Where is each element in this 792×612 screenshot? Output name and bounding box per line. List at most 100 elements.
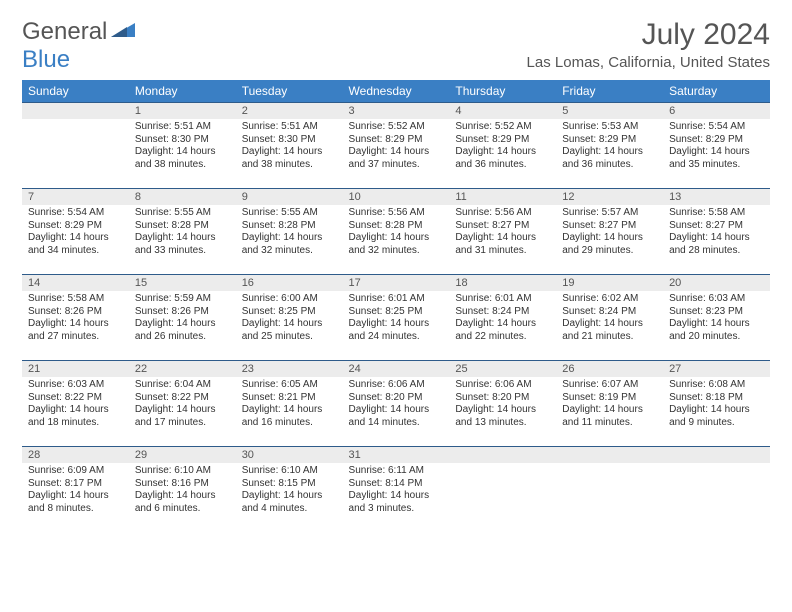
day-cell: 9Sunrise: 5:55 AMSunset: 8:28 PMDaylight…: [236, 189, 343, 275]
day-cell: 16Sunrise: 6:00 AMSunset: 8:25 PMDayligh…: [236, 275, 343, 361]
day-number: 19: [556, 275, 663, 291]
day-number: [556, 447, 663, 463]
day-text: Sunrise: 6:07 AMSunset: 8:19 PMDaylight:…: [556, 377, 663, 433]
day-cell: 10Sunrise: 5:56 AMSunset: 8:28 PMDayligh…: [343, 189, 450, 275]
title-block: July 2024 Las Lomas, California, United …: [527, 18, 770, 71]
day-text: Sunrise: 6:04 AMSunset: 8:22 PMDaylight:…: [129, 377, 236, 433]
day-number: 29: [129, 447, 236, 463]
day-text: Sunrise: 6:03 AMSunset: 8:22 PMDaylight:…: [22, 377, 129, 433]
day-text: Sunrise: 5:56 AMSunset: 8:28 PMDaylight:…: [343, 205, 450, 261]
day-number: 6: [663, 103, 770, 119]
dow-header: Tuesday: [236, 80, 343, 103]
day-cell: 4Sunrise: 5:52 AMSunset: 8:29 PMDaylight…: [449, 103, 556, 189]
day-cell: 2Sunrise: 5:51 AMSunset: 8:30 PMDaylight…: [236, 103, 343, 189]
day-number: [22, 103, 129, 119]
day-cell: 6Sunrise: 5:54 AMSunset: 8:29 PMDaylight…: [663, 103, 770, 189]
day-text: Sunrise: 5:55 AMSunset: 8:28 PMDaylight:…: [129, 205, 236, 261]
day-text: Sunrise: 5:54 AMSunset: 8:29 PMDaylight:…: [22, 205, 129, 261]
week-row: 7Sunrise: 5:54 AMSunset: 8:29 PMDaylight…: [22, 189, 770, 275]
day-text: Sunrise: 6:10 AMSunset: 8:16 PMDaylight:…: [129, 463, 236, 519]
day-text: Sunrise: 6:08 AMSunset: 8:18 PMDaylight:…: [663, 377, 770, 433]
day-text: Sunrise: 6:06 AMSunset: 8:20 PMDaylight:…: [343, 377, 450, 433]
day-text: Sunrise: 5:52 AMSunset: 8:29 PMDaylight:…: [343, 119, 450, 175]
logo-text-1: General: [22, 18, 107, 45]
day-cell: 24Sunrise: 6:06 AMSunset: 8:20 PMDayligh…: [343, 361, 450, 447]
day-number: 13: [663, 189, 770, 205]
day-number: 17: [343, 275, 450, 291]
week-row: 28Sunrise: 6:09 AMSunset: 8:17 PMDayligh…: [22, 447, 770, 533]
calendar-body: 1Sunrise: 5:51 AMSunset: 8:30 PMDaylight…: [22, 103, 770, 533]
day-number: 31: [343, 447, 450, 463]
day-text: Sunrise: 5:59 AMSunset: 8:26 PMDaylight:…: [129, 291, 236, 347]
day-number: 22: [129, 361, 236, 377]
day-text: Sunrise: 5:55 AMSunset: 8:28 PMDaylight:…: [236, 205, 343, 261]
day-text: Sunrise: 6:10 AMSunset: 8:15 PMDaylight:…: [236, 463, 343, 519]
day-cell: 29Sunrise: 6:10 AMSunset: 8:16 PMDayligh…: [129, 447, 236, 533]
week-row: 1Sunrise: 5:51 AMSunset: 8:30 PMDaylight…: [22, 103, 770, 189]
day-cell: 25Sunrise: 6:06 AMSunset: 8:20 PMDayligh…: [449, 361, 556, 447]
day-text: Sunrise: 5:52 AMSunset: 8:29 PMDaylight:…: [449, 119, 556, 175]
day-cell: 5Sunrise: 5:53 AMSunset: 8:29 PMDaylight…: [556, 103, 663, 189]
day-number: 27: [663, 361, 770, 377]
day-text: Sunrise: 6:03 AMSunset: 8:23 PMDaylight:…: [663, 291, 770, 347]
week-row: 14Sunrise: 5:58 AMSunset: 8:26 PMDayligh…: [22, 275, 770, 361]
day-cell: [22, 103, 129, 189]
day-text: Sunrise: 6:01 AMSunset: 8:25 PMDaylight:…: [343, 291, 450, 347]
dow-header: Thursday: [449, 80, 556, 103]
week-row: 21Sunrise: 6:03 AMSunset: 8:22 PMDayligh…: [22, 361, 770, 447]
day-cell: 11Sunrise: 5:56 AMSunset: 8:27 PMDayligh…: [449, 189, 556, 275]
day-number: 1: [129, 103, 236, 119]
day-cell: 22Sunrise: 6:04 AMSunset: 8:22 PMDayligh…: [129, 361, 236, 447]
day-number: 20: [663, 275, 770, 291]
day-number: 3: [343, 103, 450, 119]
day-text: Sunrise: 5:56 AMSunset: 8:27 PMDaylight:…: [449, 205, 556, 261]
logo: GeneralBlue: [22, 18, 137, 74]
day-cell: 12Sunrise: 5:57 AMSunset: 8:27 PMDayligh…: [556, 189, 663, 275]
dow-header: Wednesday: [343, 80, 450, 103]
day-number: 14: [22, 275, 129, 291]
day-text: Sunrise: 5:54 AMSunset: 8:29 PMDaylight:…: [663, 119, 770, 175]
day-number: 2: [236, 103, 343, 119]
day-text: Sunrise: 6:06 AMSunset: 8:20 PMDaylight:…: [449, 377, 556, 433]
day-cell: 31Sunrise: 6:11 AMSunset: 8:14 PMDayligh…: [343, 447, 450, 533]
day-text: Sunrise: 6:09 AMSunset: 8:17 PMDaylight:…: [22, 463, 129, 519]
logo-text-2: Blue: [22, 46, 70, 73]
day-cell: 20Sunrise: 6:03 AMSunset: 8:23 PMDayligh…: [663, 275, 770, 361]
day-number: 18: [449, 275, 556, 291]
day-text: Sunrise: 5:51 AMSunset: 8:30 PMDaylight:…: [236, 119, 343, 175]
day-number: 5: [556, 103, 663, 119]
month-title: July 2024: [527, 18, 770, 52]
day-cell: 30Sunrise: 6:10 AMSunset: 8:15 PMDayligh…: [236, 447, 343, 533]
day-number: 12: [556, 189, 663, 205]
day-number: [449, 447, 556, 463]
day-text: Sunrise: 5:53 AMSunset: 8:29 PMDaylight:…: [556, 119, 663, 175]
day-number: 28: [22, 447, 129, 463]
day-cell: 18Sunrise: 6:01 AMSunset: 8:24 PMDayligh…: [449, 275, 556, 361]
day-text: Sunrise: 6:02 AMSunset: 8:24 PMDaylight:…: [556, 291, 663, 347]
day-cell: 27Sunrise: 6:08 AMSunset: 8:18 PMDayligh…: [663, 361, 770, 447]
day-cell: 14Sunrise: 5:58 AMSunset: 8:26 PMDayligh…: [22, 275, 129, 361]
day-cell: 23Sunrise: 6:05 AMSunset: 8:21 PMDayligh…: [236, 361, 343, 447]
day-text: Sunrise: 6:05 AMSunset: 8:21 PMDaylight:…: [236, 377, 343, 433]
day-cell: 28Sunrise: 6:09 AMSunset: 8:17 PMDayligh…: [22, 447, 129, 533]
location: Las Lomas, California, United States: [527, 54, 770, 71]
day-number: 25: [449, 361, 556, 377]
day-cell: [556, 447, 663, 533]
day-number: 9: [236, 189, 343, 205]
day-cell: [449, 447, 556, 533]
day-number: 7: [22, 189, 129, 205]
day-number: 23: [236, 361, 343, 377]
day-text: Sunrise: 5:51 AMSunset: 8:30 PMDaylight:…: [129, 119, 236, 175]
day-number: 11: [449, 189, 556, 205]
day-number: 16: [236, 275, 343, 291]
day-cell: 7Sunrise: 5:54 AMSunset: 8:29 PMDaylight…: [22, 189, 129, 275]
day-number: 24: [343, 361, 450, 377]
day-cell: 1Sunrise: 5:51 AMSunset: 8:30 PMDaylight…: [129, 103, 236, 189]
day-text: Sunrise: 6:00 AMSunset: 8:25 PMDaylight:…: [236, 291, 343, 347]
day-cell: 26Sunrise: 6:07 AMSunset: 8:19 PMDayligh…: [556, 361, 663, 447]
dow-header: Sunday: [22, 80, 129, 103]
calendar-table: SundayMondayTuesdayWednesdayThursdayFrid…: [22, 80, 770, 533]
day-cell: 17Sunrise: 6:01 AMSunset: 8:25 PMDayligh…: [343, 275, 450, 361]
day-number: 26: [556, 361, 663, 377]
day-cell: 3Sunrise: 5:52 AMSunset: 8:29 PMDaylight…: [343, 103, 450, 189]
